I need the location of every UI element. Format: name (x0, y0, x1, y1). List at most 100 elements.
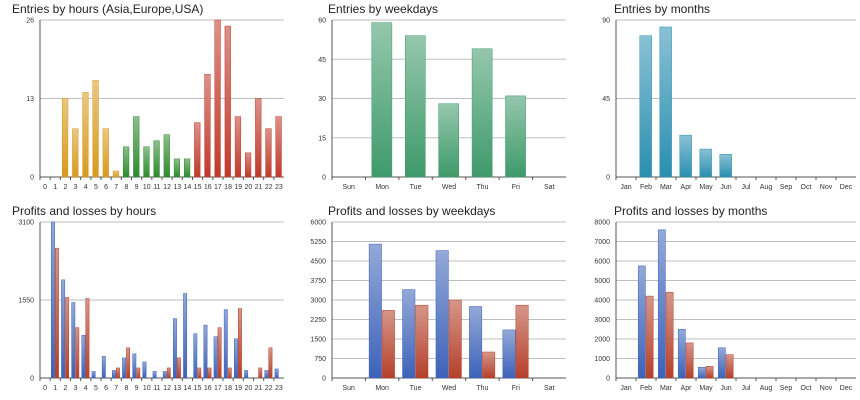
chart-title: Entries by weekdays (328, 2, 439, 16)
x-tick-label: 4 (84, 385, 88, 392)
chart-panel-pl-by-hours: 0 1550 3100 0 1 2 3 4 5 6 7 8 9 10 11 12 13 14 15 16 17 18 19 2… (0, 200, 286, 400)
y-tick-label: 6000 (594, 259, 610, 266)
bar-series-1 (264, 370, 269, 379)
x-tick-label: 2 (63, 385, 67, 392)
x-tick-label: Thu (476, 385, 488, 392)
bar (255, 98, 262, 178)
chart-svg: 0 750 1500 2250 3000 3750 4500 5250 6000 Sun Mon Tu… (310, 220, 566, 392)
bar-series-2 (725, 354, 734, 379)
y-tick-label: 1550 (18, 298, 34, 305)
x-tick-label: 14 (184, 385, 192, 392)
x-tick-label: 10 (143, 184, 151, 191)
y-tick-label: 1000 (594, 356, 610, 363)
x-tick-label: 0 (43, 184, 47, 191)
x-tick-label: 9 (135, 385, 139, 392)
bar (163, 134, 170, 178)
x-tick-label: Wed (442, 385, 456, 392)
bar (194, 122, 201, 178)
bar (62, 98, 69, 178)
x-tick-label: Mar (660, 184, 673, 191)
bar-series-2 (217, 327, 222, 379)
x-tick-label: 16 (204, 184, 212, 191)
x-tick-label: 6 (104, 385, 108, 392)
y-tick-label: 0 (606, 376, 610, 383)
x-tick-label: 7 (114, 184, 118, 191)
bar-series-1 (368, 243, 382, 379)
bar (112, 170, 120, 178)
bar (184, 158, 191, 178)
x-tick-label: 22 (265, 184, 273, 191)
y-tick-label: 4000 (594, 298, 610, 305)
x-tick-label: Sep (780, 385, 793, 392)
x-tick-label: Jun (720, 184, 731, 191)
y-tick-label: 0 (322, 376, 326, 383)
x-tick-label: 12 (163, 385, 171, 392)
chart-panel-entries-by-hours: 0 13 26 0 1 2 3 4 5 6 7 8 9 10 11 12 13 14 15 16 17 18 19 20 21 2… (0, 0, 286, 200)
bar-series-2 (645, 295, 654, 379)
x-tick-label: 8 (124, 184, 128, 191)
y-tick-label: 0 (322, 175, 326, 182)
y-tick-label: 3000 (310, 298, 326, 305)
bar-series-1 (213, 336, 218, 379)
x-tick-label: May (699, 184, 713, 191)
bar-series-1 (101, 356, 106, 379)
bar-series-1 (132, 353, 137, 379)
bar-series-2 (197, 367, 202, 379)
bar-series-1 (203, 324, 208, 379)
bar-series-1 (234, 338, 238, 379)
x-tick-label: Fri (512, 385, 521, 392)
bar-series-2 (415, 304, 429, 379)
bar-series-1 (402, 289, 416, 379)
chart-svg: 0 45 90 Jan Feb Mar Apr May Jun Jul Aug Sep Oct Nov De… (602, 18, 856, 191)
bar-series-1 (193, 333, 198, 379)
bar-series-2 (685, 342, 694, 379)
x-tick-label: 19 (234, 184, 242, 191)
x-tick-label: 20 (245, 385, 253, 392)
x-tick-label: 13 (173, 184, 181, 191)
y-tick-label: 0 (606, 175, 610, 182)
chart-panel-pl-by-months: 0 1000 2000 3000 4000 5000 6000 7000 8000 Jan Feb M… (572, 200, 858, 400)
x-tick-label: 11 (153, 385, 160, 392)
x-tick-label: Sun (342, 385, 355, 392)
bar-series-2 (136, 367, 141, 379)
chart-svg: 0 15 30 45 60 Sun Mon Tue Wed Thu Fri Sat (318, 18, 566, 191)
x-tick-label: May (699, 385, 713, 392)
x-tick-label: Jan (620, 184, 631, 191)
bar-series-2 (65, 297, 70, 379)
bar-series-1 (637, 265, 646, 379)
x-tick-label: 4 (84, 184, 88, 191)
x-tick-label: Apr (681, 184, 693, 191)
x-tick-label: Fri (512, 184, 521, 191)
bar-series-1 (91, 371, 96, 379)
x-tick-label: 6 (104, 184, 108, 191)
y-tick-label: 45 (602, 96, 610, 103)
bar-series-1 (435, 250, 449, 379)
x-tick-label: 19 (234, 385, 242, 392)
bar (153, 140, 160, 178)
bar-series-2 (55, 247, 59, 379)
y-tick-label: 3000 (594, 317, 610, 324)
x-tick-label: 11 (153, 184, 160, 191)
x-tick-label: 23 (275, 184, 283, 191)
x-tick-label: 15 (194, 184, 202, 191)
y-tick-label: 4500 (310, 259, 326, 266)
x-tick-label: Jul (742, 385, 751, 392)
x-tick-label: 18 (224, 184, 232, 191)
bar-series-1 (112, 370, 116, 379)
y-tick-label: 0 (30, 175, 34, 182)
x-tick-label: 16 (204, 385, 212, 392)
bar (123, 146, 130, 178)
x-tick-label: Mon (375, 184, 389, 191)
bar-series-1 (162, 371, 167, 379)
bar-series-2 (448, 299, 462, 379)
bar (72, 128, 79, 178)
bar (404, 35, 426, 178)
bar-series-1 (142, 361, 147, 379)
bar (143, 146, 150, 178)
y-tick-label: 13 (26, 96, 34, 103)
y-tick-label: 2250 (310, 317, 326, 324)
y-tick-label: 6000 (310, 220, 326, 227)
chart-panel-entries-by-months: 0 45 90 Jan Feb Mar Apr May Jun Jul Aug Sep Oct Nov De… (572, 0, 858, 200)
bar-series-1 (697, 367, 706, 379)
bar-series-1 (122, 357, 127, 379)
